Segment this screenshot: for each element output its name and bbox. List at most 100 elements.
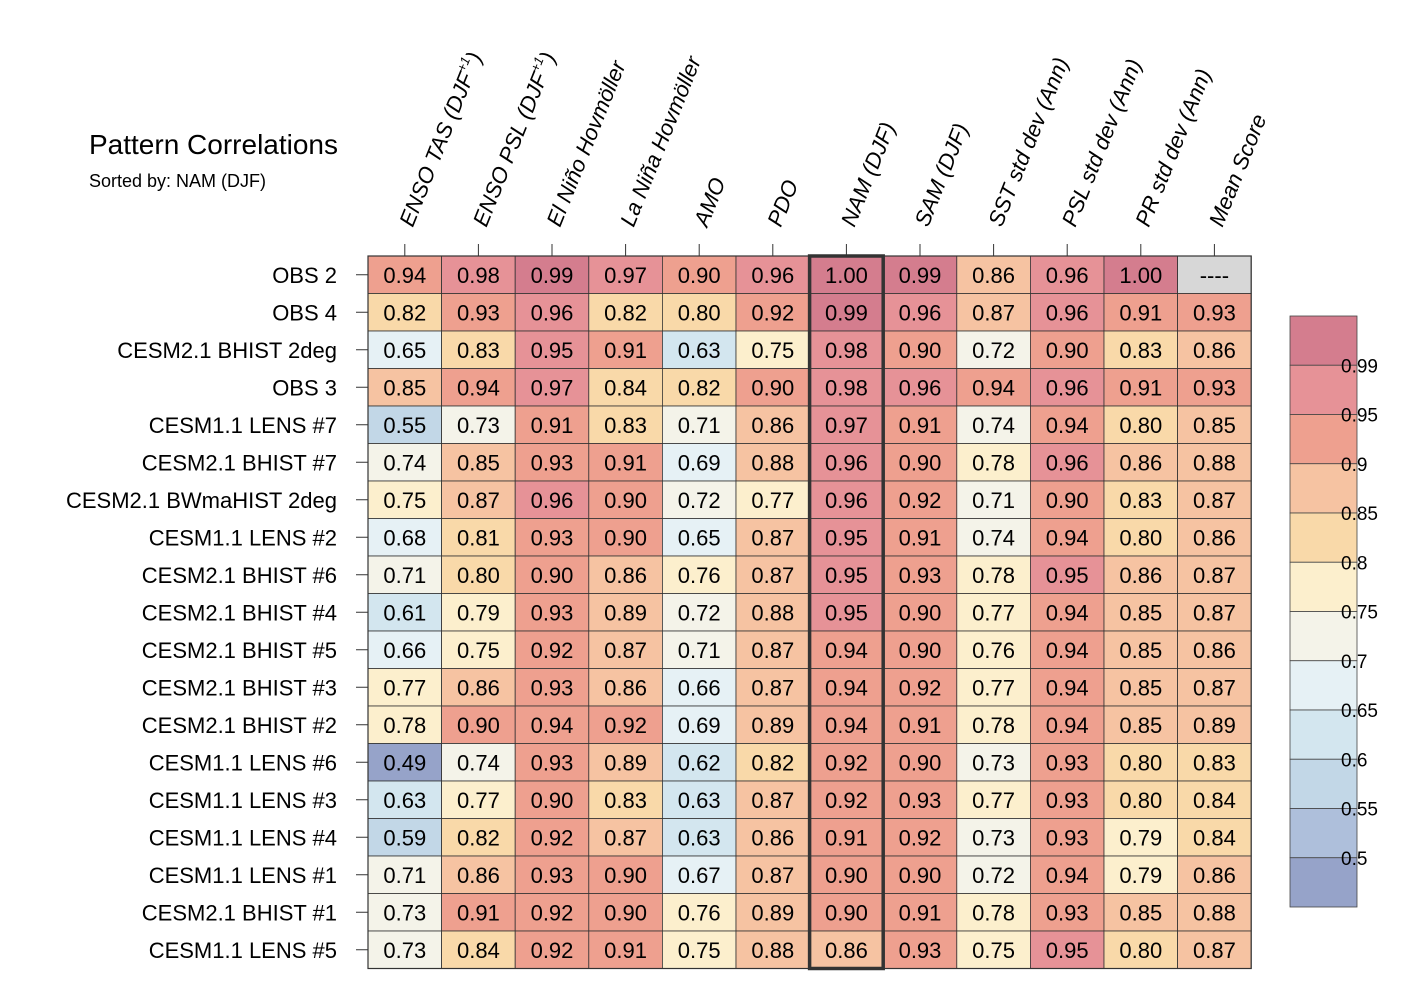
cell-value: 0.89 xyxy=(604,750,647,775)
heatmap-cell xyxy=(809,780,884,819)
heatmap-cell xyxy=(441,705,516,744)
cell-value: 0.78 xyxy=(972,450,1015,475)
heatmap-cell xyxy=(1030,930,1105,969)
colorbar-label: 0.7 xyxy=(1341,652,1367,673)
cell-value: 0.63 xyxy=(678,825,721,850)
heatmap-cell xyxy=(956,818,1031,857)
cell-value: 0.96 xyxy=(899,375,942,400)
cell-value: 0.69 xyxy=(678,450,721,475)
heatmap-cell xyxy=(367,255,442,294)
cell-value: 0.79 xyxy=(457,600,500,625)
cell-value: 0.72 xyxy=(972,863,1015,888)
heatmap-cell xyxy=(809,930,884,969)
cell-value: 0.90 xyxy=(457,713,500,738)
column-label-enso-tas-djf: ENSO TAS (DJF+1) xyxy=(392,48,487,230)
heatmap-cell xyxy=(956,630,1031,669)
heatmap-cell xyxy=(662,705,737,744)
heatmap-cell xyxy=(809,555,884,594)
row-label: CESM1.1 LENS #4 xyxy=(149,825,337,850)
cell-value: 0.63 xyxy=(383,788,426,813)
cell-value: 0.90 xyxy=(604,488,647,513)
heatmap-cell xyxy=(588,705,663,744)
colorbar-swatch xyxy=(1289,512,1358,563)
cell-value: 0.80 xyxy=(457,563,500,588)
heatmap-cell xyxy=(1103,630,1178,669)
heatmap-cell xyxy=(1103,930,1178,969)
cell-value: 0.78 xyxy=(972,563,1015,588)
colorbar-swatch xyxy=(1289,364,1358,415)
cell-value: 0.80 xyxy=(1119,525,1162,550)
heatmap-cell xyxy=(1103,780,1178,819)
cell-value: 0.90 xyxy=(899,638,942,663)
cell-value: 0.89 xyxy=(1193,713,1236,738)
heatmap-cell xyxy=(1177,443,1252,482)
heatmap-cell xyxy=(1103,293,1178,332)
cell-value: 0.72 xyxy=(678,600,721,625)
cell-value: 0.95 xyxy=(825,600,868,625)
cell-value: 0.80 xyxy=(1119,750,1162,775)
cell-value: 0.85 xyxy=(1119,600,1162,625)
cell-value: 0.88 xyxy=(751,600,794,625)
cell-value: 0.90 xyxy=(899,600,942,625)
heatmap-cell xyxy=(809,518,884,557)
cell-value: 0.87 xyxy=(751,563,794,588)
cell-value: 0.92 xyxy=(751,300,794,325)
heatmap-cell xyxy=(809,405,884,444)
heatmap-cell xyxy=(809,293,884,332)
row-label: CESM2.1 BHIST #1 xyxy=(142,900,337,925)
cell-value: 1.00 xyxy=(825,263,868,288)
heatmap-cell xyxy=(882,780,958,819)
cell-value: 0.65 xyxy=(383,338,426,363)
colorbar-swatch xyxy=(1289,611,1358,662)
heatmap-cell xyxy=(1030,743,1105,782)
cell-value: 0.90 xyxy=(899,338,942,363)
heatmap-cell xyxy=(1030,480,1105,519)
heatmap-cell xyxy=(809,668,884,707)
heatmap-cell xyxy=(882,705,958,744)
cell-value: 0.90 xyxy=(531,788,574,813)
cell-value: 0.96 xyxy=(531,488,574,513)
cell-value: 0.90 xyxy=(604,863,647,888)
heatmap-cell xyxy=(367,930,442,969)
cell-value: 0.71 xyxy=(972,488,1015,513)
cell-value: 0.72 xyxy=(972,338,1015,363)
colorbar-swatch xyxy=(1289,414,1358,465)
cell-value: 0.80 xyxy=(1119,413,1162,438)
heatmap-cell xyxy=(441,893,516,932)
row-label: CESM1.1 LENS #7 xyxy=(149,413,337,438)
heatmap-cell xyxy=(735,368,810,407)
cell-value: 0.77 xyxy=(972,675,1015,700)
cell-value: 0.97 xyxy=(604,263,647,288)
heatmap-cell xyxy=(956,293,1031,332)
heatmap-cell xyxy=(1103,368,1178,407)
cell-value: 0.74 xyxy=(972,413,1015,438)
cell-value: 0.87 xyxy=(1193,563,1236,588)
cell-value: 0.91 xyxy=(899,525,942,550)
row-label: CESM2.1 BHIST #6 xyxy=(142,563,337,588)
heatmap-cell xyxy=(735,480,810,519)
row-label: CESM2.1 BHIST #4 xyxy=(142,600,337,625)
cell-value: 0.90 xyxy=(1046,338,1089,363)
cell-value: 0.55 xyxy=(383,413,426,438)
heatmap-cell xyxy=(882,818,958,857)
heatmap-cell xyxy=(882,555,958,594)
cell-value: 0.80 xyxy=(1119,938,1162,963)
cell-value: 0.85 xyxy=(1119,675,1162,700)
heatmap-cell xyxy=(735,555,810,594)
heatmap-cell xyxy=(735,893,810,932)
heatmap-cell xyxy=(1030,255,1105,294)
heatmap-cell xyxy=(514,330,590,369)
colorbar-label: 0.65 xyxy=(1341,701,1378,722)
heatmap-cell xyxy=(1177,855,1252,894)
cell-value: 0.74 xyxy=(972,525,1015,550)
heatmap-cell xyxy=(662,593,737,632)
heatmap-cell xyxy=(514,818,590,857)
cell-value: 0.79 xyxy=(1119,863,1162,888)
heatmap-cell xyxy=(662,518,737,557)
cell-value: 0.74 xyxy=(457,750,500,775)
cell-value: 0.69 xyxy=(678,713,721,738)
cell-value: 0.94 xyxy=(825,638,868,663)
cell-value: 0.94 xyxy=(1046,863,1089,888)
cell-value: 0.97 xyxy=(531,375,574,400)
cell-value: 0.82 xyxy=(383,300,426,325)
